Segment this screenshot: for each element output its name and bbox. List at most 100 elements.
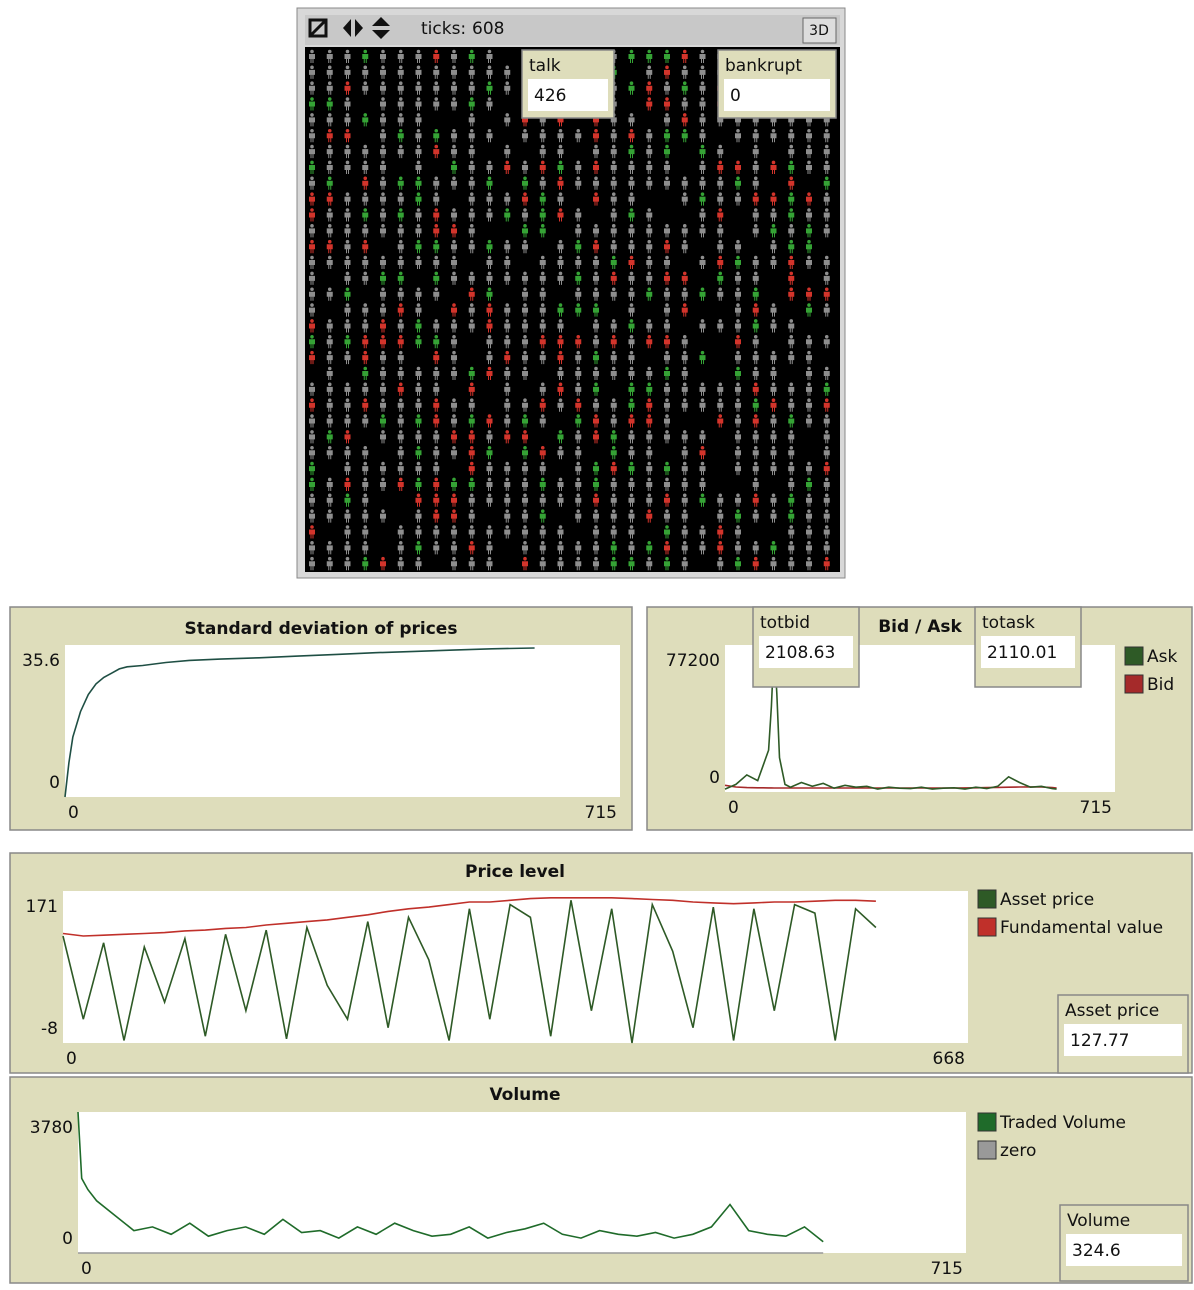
monitor-label: talk	[529, 56, 561, 76]
3d-button[interactable]	[802, 17, 837, 44]
agent	[806, 335, 812, 349]
agent	[770, 192, 777, 206]
agent	[309, 144, 315, 159]
agent	[717, 239, 724, 254]
agent	[646, 160, 653, 174]
agent	[681, 430, 688, 444]
zoom-icon[interactable]	[308, 18, 328, 38]
agent	[593, 493, 599, 507]
agent	[610, 430, 617, 444]
y-tick-label: 35.6	[22, 651, 60, 671]
agent	[699, 97, 706, 111]
monitor-value: 127.77	[1070, 1031, 1129, 1051]
agent	[593, 144, 599, 159]
agent	[344, 144, 351, 159]
agent	[575, 287, 582, 301]
agent	[646, 81, 653, 95]
legend-label: Bid	[1147, 675, 1174, 695]
agent	[309, 303, 315, 317]
agent	[309, 176, 315, 190]
agent	[504, 81, 511, 95]
agent	[522, 271, 528, 285]
agent	[468, 445, 475, 460]
agent	[522, 445, 528, 460]
agent	[770, 430, 777, 444]
vertical-icon[interactable]	[372, 17, 390, 39]
agent	[752, 128, 759, 143]
agent	[309, 97, 315, 111]
agent	[433, 287, 440, 301]
agent	[646, 430, 653, 444]
agent	[557, 255, 564, 270]
pan-icon[interactable]	[343, 19, 363, 37]
agent	[397, 461, 404, 476]
agent	[735, 366, 741, 380]
agent	[539, 319, 546, 333]
agent	[735, 398, 741, 412]
agent	[752, 287, 759, 301]
agent	[593, 525, 599, 539]
agent	[752, 366, 759, 380]
agent	[415, 477, 422, 491]
agent	[575, 176, 582, 190]
agent	[468, 113, 475, 127]
agent	[770, 208, 777, 222]
agent	[522, 414, 528, 428]
agent	[397, 287, 404, 301]
agent	[752, 382, 759, 396]
agent	[575, 128, 582, 143]
agent	[397, 192, 404, 206]
agent	[380, 350, 386, 365]
3d-button-label[interactable]: 3D	[809, 23, 829, 39]
agent	[681, 271, 688, 285]
agent	[735, 525, 741, 539]
plot-title: Price level	[465, 862, 565, 882]
agent	[468, 208, 475, 222]
agent	[806, 477, 812, 491]
agent	[593, 255, 599, 270]
agent	[681, 445, 688, 460]
agent	[415, 255, 422, 270]
agent	[468, 160, 475, 174]
agent	[575, 303, 582, 317]
agent	[557, 366, 564, 380]
agent	[362, 366, 369, 380]
agent	[522, 430, 528, 444]
agent	[823, 493, 830, 507]
agent	[575, 366, 582, 380]
agent	[344, 525, 351, 539]
agent	[681, 224, 688, 238]
agent	[468, 239, 475, 254]
agent	[717, 398, 724, 412]
agent	[664, 414, 670, 428]
agent	[699, 350, 706, 365]
agent	[344, 398, 351, 412]
agent	[664, 176, 670, 190]
agent	[806, 493, 812, 507]
agent	[504, 334, 511, 349]
agent	[575, 398, 582, 412]
agent	[717, 414, 724, 428]
monitor-label: Asset price	[1065, 1001, 1159, 1021]
agent	[415, 144, 422, 159]
agent	[806, 239, 812, 254]
agent	[397, 49, 404, 63]
agent	[309, 224, 315, 238]
agent	[788, 541, 795, 555]
agent	[309, 192, 315, 206]
agent	[593, 430, 599, 444]
agent	[593, 350, 599, 365]
agent	[415, 461, 422, 476]
agent	[309, 382, 315, 396]
monitor-value: 324.6	[1072, 1241, 1121, 1261]
agent	[344, 445, 351, 460]
agent	[397, 319, 404, 333]
agent	[504, 509, 511, 523]
agent	[752, 334, 759, 349]
agent	[664, 144, 670, 159]
agent	[646, 366, 653, 380]
agent	[486, 176, 493, 190]
agent	[415, 224, 422, 238]
agent	[806, 144, 812, 159]
agent	[628, 208, 635, 222]
